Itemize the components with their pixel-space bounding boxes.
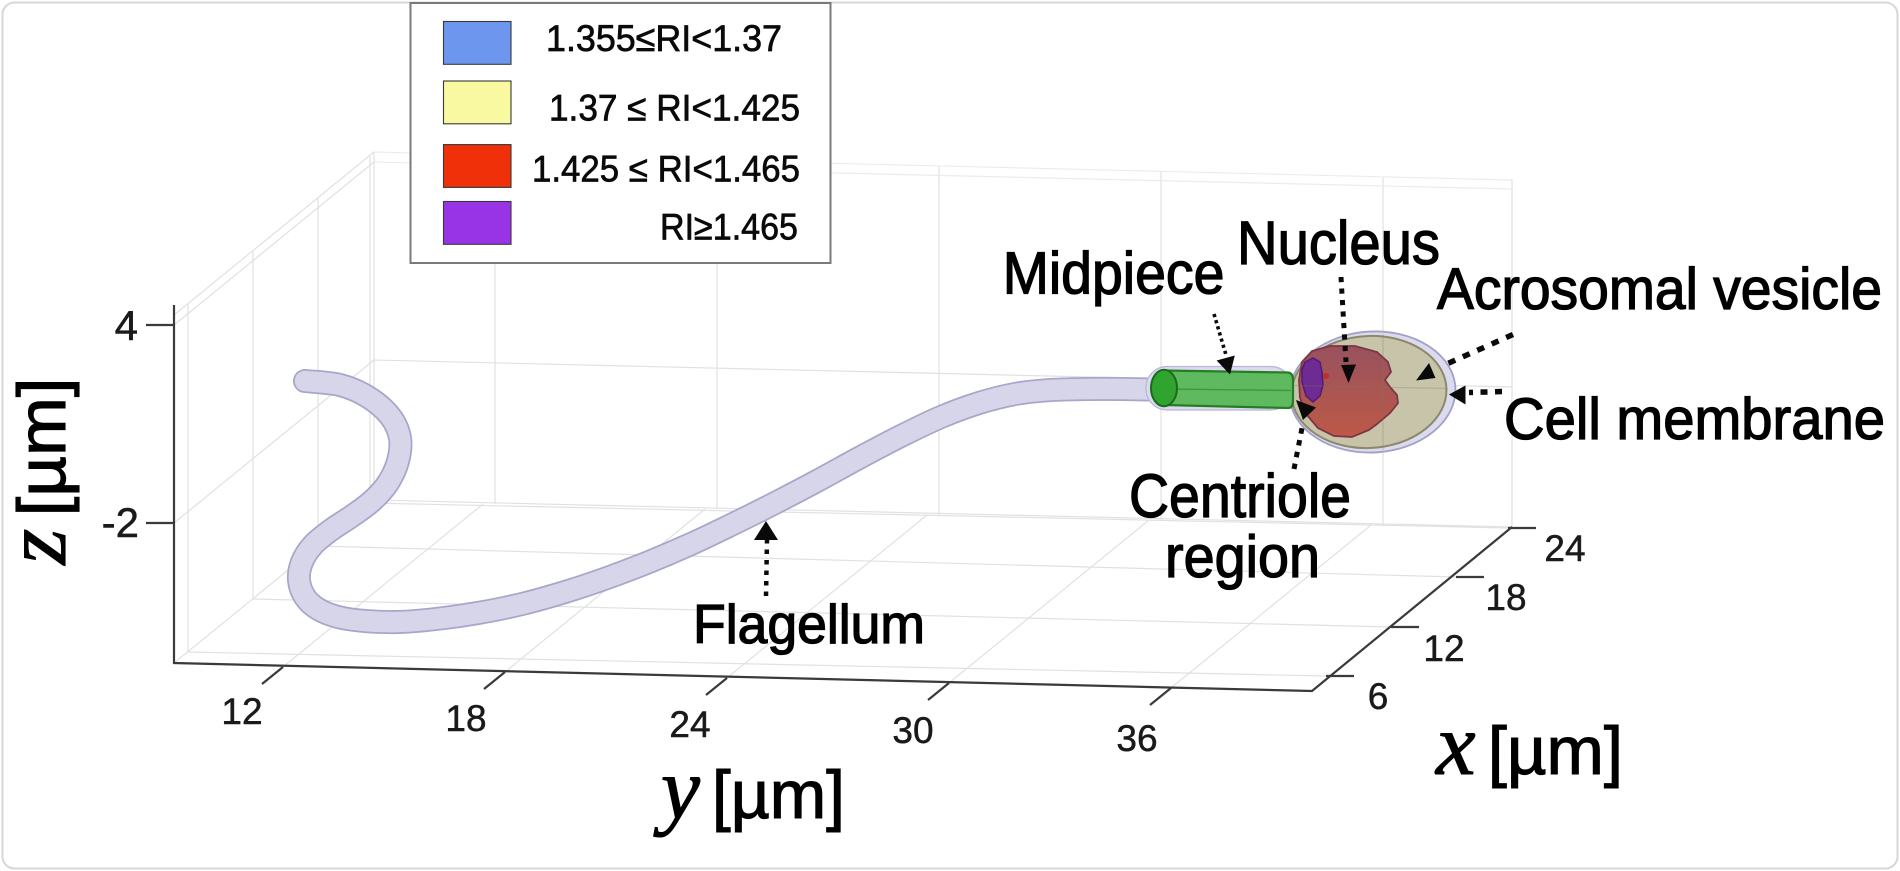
svg-text:12: 12 [221, 691, 262, 732]
svg-text:1.37 ≤ RI<1.425: 1.37 ≤ RI<1.425 [549, 88, 800, 129]
svg-text:24: 24 [669, 704, 710, 745]
svg-text:18: 18 [1485, 577, 1526, 618]
svg-text:24: 24 [1544, 528, 1585, 569]
svg-text:6: 6 [1368, 676, 1389, 717]
svg-text:1.355≤RI<1.37: 1.355≤RI<1.37 [546, 18, 782, 59]
svg-text:RI≥1.465: RI≥1.465 [660, 207, 798, 248]
svg-text:region: region [1165, 524, 1320, 590]
svg-text:18: 18 [445, 698, 486, 739]
svg-text:Nucleus: Nucleus [1237, 209, 1440, 277]
svg-text:Cell membrane: Cell membrane [1504, 387, 1885, 452]
svg-text:1.425 ≤ RI<1.465: 1.425 ≤ RI<1.465 [532, 149, 800, 190]
svg-text:z[µm]: z[µm] [0, 378, 85, 566]
svg-text:Flagellum: Flagellum [693, 593, 925, 655]
svg-text:Acrosomal vesicle: Acrosomal vesicle [1437, 257, 1882, 322]
svg-text:Midpiece: Midpiece [1003, 240, 1225, 306]
svg-text:Centriole: Centriole [1129, 462, 1351, 530]
svg-text:12: 12 [1423, 628, 1464, 669]
svg-text:y[µm]: y [µm] [653, 741, 845, 838]
svg-text:4: 4 [115, 302, 138, 349]
svg-text:x[µm]: x [µm] [1434, 697, 1623, 794]
svg-text:30: 30 [892, 710, 933, 751]
svg-text:-2: -2 [102, 499, 139, 546]
svg-text:36: 36 [1116, 718, 1157, 759]
